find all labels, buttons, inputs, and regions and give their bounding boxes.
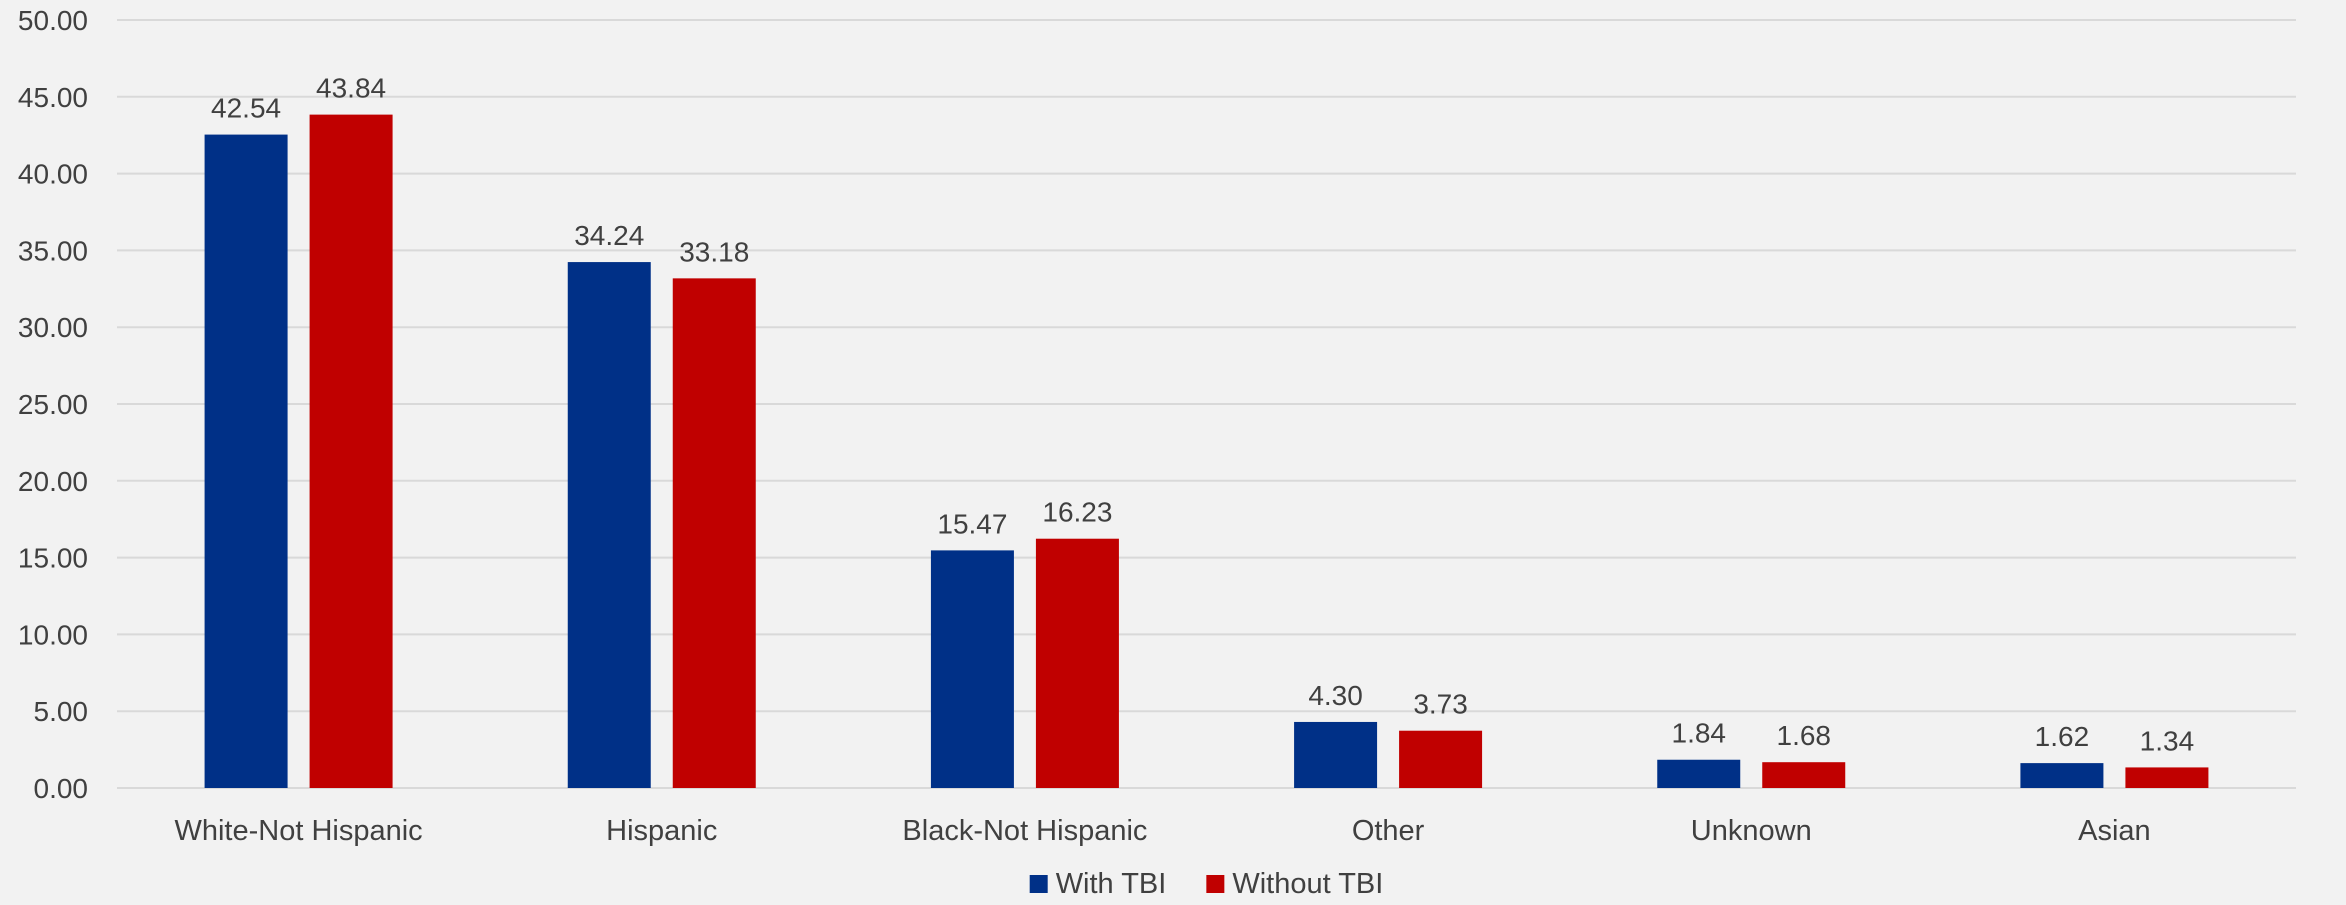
bar — [204, 134, 288, 789]
data-label: 33.18 — [679, 236, 749, 267]
data-label: 34.24 — [574, 220, 644, 251]
legend-label: Without TBI — [1232, 868, 1383, 900]
y-tick-label: 25.00 — [18, 389, 88, 420]
bar — [1035, 538, 1119, 788]
x-tick-label: Hispanic — [606, 815, 717, 847]
bar — [1762, 762, 1846, 788]
data-label: 3.73 — [1413, 689, 1468, 720]
bar — [2125, 767, 2209, 788]
x-tick-label: Asian — [2078, 815, 2151, 847]
y-tick-label: 10.00 — [18, 619, 88, 650]
x-tick-label: White-Not Hispanic — [174, 815, 422, 847]
data-label: 15.47 — [937, 508, 1007, 539]
y-tick-label: 40.00 — [18, 159, 88, 190]
legend-label: With TBI — [1056, 868, 1167, 900]
data-labels: 42.54 43.84 34.24 33.18 15.47 16.23 4.30 3.73 1.… — [211, 73, 2194, 757]
y-axis-tick-labels: 0.00 5.00 10.00 15.00 20.00 25.00 30.00 35.00 40… — [18, 5, 88, 804]
x-tick-label: Unknown — [1691, 815, 1812, 847]
y-tick-label: 15.00 — [18, 543, 88, 574]
bar — [1399, 730, 1483, 788]
gridlines — [117, 19, 2296, 789]
y-tick-label: 30.00 — [18, 312, 88, 343]
bar — [1657, 759, 1741, 788]
y-tick-label: 20.00 — [18, 466, 88, 497]
x-tick-label: Other — [1352, 815, 1425, 847]
bar — [567, 262, 651, 788]
bar — [309, 114, 393, 788]
data-label: 4.30 — [1308, 680, 1363, 711]
data-label: 16.23 — [1042, 497, 1112, 528]
data-label: 42.54 — [211, 93, 281, 124]
bar — [1294, 721, 1378, 788]
y-tick-label: 50.00 — [18, 5, 88, 36]
legend: With TBI Without TBI — [1029, 868, 1383, 900]
x-tick-label: Black-Not Hispanic — [902, 815, 1147, 847]
data-label: 1.62 — [2035, 721, 2090, 752]
legend-swatch — [1206, 875, 1225, 893]
data-label: 43.84 — [316, 73, 386, 104]
bar — [2020, 763, 2104, 788]
legend-swatch — [1029, 875, 1048, 893]
data-label: 1.68 — [1777, 720, 1832, 751]
y-tick-label: 0.00 — [34, 773, 89, 804]
x-axis-category-labels: White-Not Hispanic Hispanic Black-Not Hisp… — [174, 815, 2150, 847]
bar — [930, 550, 1014, 788]
bars — [204, 114, 2209, 789]
bar — [672, 278, 756, 788]
data-label: 1.84 — [1672, 718, 1727, 749]
y-tick-label: 5.00 — [34, 696, 89, 727]
y-tick-label: 45.00 — [18, 82, 88, 113]
y-tick-label: 35.00 — [18, 235, 88, 266]
data-label: 1.34 — [2140, 725, 2195, 756]
